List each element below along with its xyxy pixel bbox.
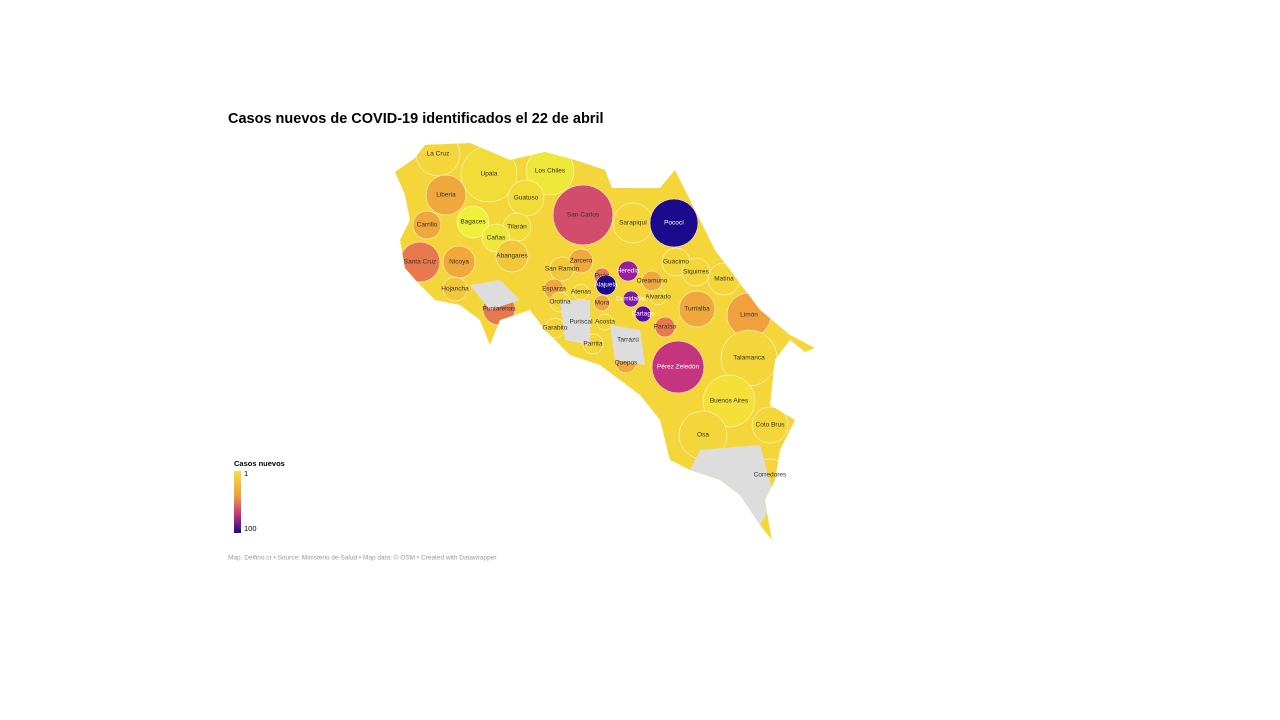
region xyxy=(596,313,614,331)
region-label: Tarrazú xyxy=(617,337,639,344)
region xyxy=(678,290,716,328)
no-data-area xyxy=(560,300,590,345)
region-label: Coto Brus xyxy=(756,422,786,429)
region-label: Puriscal xyxy=(569,319,593,326)
region-label: Talamanca xyxy=(733,355,765,362)
region-label: La Cruz xyxy=(427,151,450,158)
region-label: Cañas xyxy=(487,235,507,242)
region-label: Atenas xyxy=(571,289,592,296)
region-label: Tilarán xyxy=(507,224,527,231)
region-label: Orotina xyxy=(549,299,571,306)
region xyxy=(412,210,442,240)
region-label: Curridabat xyxy=(616,296,647,303)
region xyxy=(702,374,756,428)
region xyxy=(634,305,652,323)
legend-max: 100 xyxy=(244,524,257,533)
no-data-area xyxy=(610,325,645,365)
region-label: Nicoya xyxy=(449,259,469,266)
footer: Map: Delfino.cr • Source: Ministerio de … xyxy=(228,554,497,562)
region-label: Hojancha xyxy=(441,286,469,293)
region-label: Matina xyxy=(714,276,734,283)
regions xyxy=(399,143,789,525)
region-label: Abangares xyxy=(496,253,528,260)
region-label: Limón xyxy=(740,312,758,319)
region xyxy=(549,256,575,282)
region-label: Acosta xyxy=(595,319,615,326)
region-label: Upala xyxy=(481,171,498,178)
region xyxy=(595,274,617,296)
no-data-area xyxy=(690,445,775,525)
region-label: Cartago xyxy=(631,311,655,318)
region-label: Esparza xyxy=(542,286,566,293)
region-label: Turrialba xyxy=(684,306,710,313)
region-label: Paraíso xyxy=(654,324,677,331)
region xyxy=(425,174,467,216)
no-data-area xyxy=(470,280,520,310)
region xyxy=(649,288,667,306)
region xyxy=(641,270,663,292)
region-label: Corredores xyxy=(754,472,787,479)
region-label: Buenos Aires xyxy=(710,398,749,405)
region-label: Parrita xyxy=(583,341,603,348)
region-label: Alajuela xyxy=(594,282,618,289)
region-label: Guácimo xyxy=(663,259,689,266)
region xyxy=(649,198,699,248)
region-label: Liberia xyxy=(436,192,456,199)
legend-min: 1 xyxy=(244,469,248,478)
region-label: Pérez Zeledón xyxy=(657,364,700,371)
region-label: Pococí xyxy=(664,220,684,227)
region-label: Oreamuno xyxy=(637,278,668,285)
region-label: Carrillo xyxy=(417,222,438,229)
region-label: Quepos xyxy=(615,360,639,367)
region-label: Heredia xyxy=(617,268,640,275)
region-label: Mora xyxy=(595,300,610,307)
region-label: Garabito xyxy=(543,325,568,332)
region-label: Siquirres xyxy=(683,269,709,276)
region xyxy=(456,205,490,239)
legend-gradient xyxy=(234,471,241,533)
region-label: Zarcero xyxy=(570,258,593,265)
region-label: San Ramón xyxy=(545,266,580,273)
region-label: Bagaces xyxy=(460,219,486,226)
region xyxy=(495,239,529,273)
region xyxy=(651,340,705,394)
region-label: Sarapiquí xyxy=(619,220,647,227)
legend-title: Casos nuevos xyxy=(234,459,285,468)
region-label: Guatuso xyxy=(514,195,539,202)
region-label: San Carlos xyxy=(567,212,600,219)
region-label: Puntarenas xyxy=(482,306,516,313)
region xyxy=(593,294,611,312)
region-label: Alvarado xyxy=(645,294,671,301)
region xyxy=(622,290,640,308)
region xyxy=(617,260,639,282)
region-label: Poás xyxy=(595,273,611,280)
region-label: Santa Cruz xyxy=(404,259,437,266)
region-label: Osa xyxy=(697,432,709,439)
region xyxy=(751,406,789,444)
region-label: Los Chiles xyxy=(535,168,566,175)
region-labels: La Cruz Upala Los Chiles Liberia Guatuso San … xyxy=(404,151,787,479)
region xyxy=(442,276,468,302)
region xyxy=(654,316,676,338)
region xyxy=(552,184,614,246)
map-title: Casos nuevos de COVID-19 identificados e… xyxy=(228,111,604,127)
